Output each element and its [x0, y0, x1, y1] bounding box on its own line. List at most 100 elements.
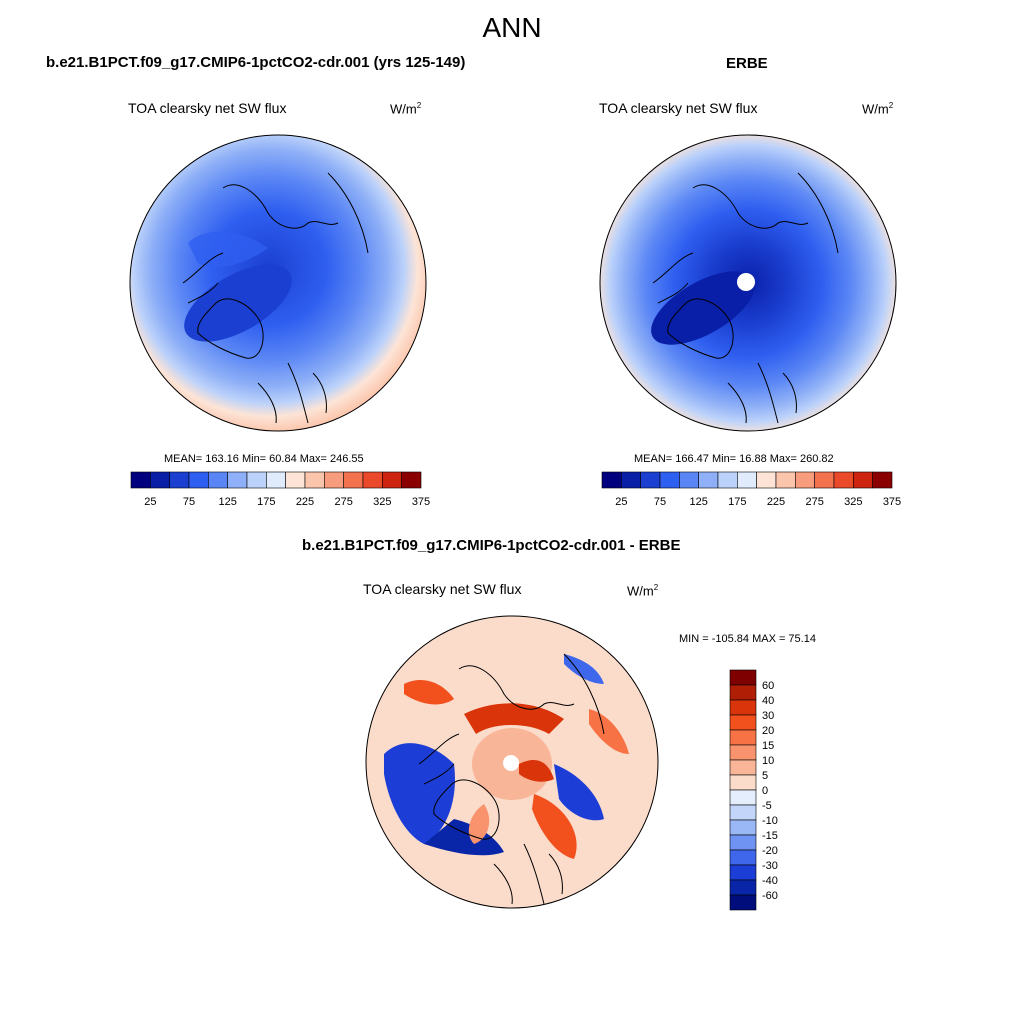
model-colorbar: 25 75 125 175 225 275 325 375 [130, 471, 430, 508]
obs-polar-map [599, 134, 897, 432]
colorbar-tick-label: 40 [762, 695, 774, 707]
colorbar-swatch [601, 471, 622, 489]
colorbar-swatch [382, 471, 402, 489]
colorbar-tick-label: 0 [762, 785, 768, 797]
colorbar-tick-label: 375 [883, 496, 901, 508]
obs-case-title: ERBE [726, 55, 768, 72]
diff-stats: MIN = -105.84 MAX = 75.14 [679, 633, 816, 645]
colorbar-swatch [169, 471, 190, 489]
colorbar-swatch [188, 471, 209, 489]
diff-units-label: W/m2 [627, 583, 659, 599]
colorbar-swatch [698, 471, 719, 489]
colorbar-tick-label: 275 [805, 496, 823, 508]
colorbar-swatch [679, 471, 699, 489]
colorbar-swatch [729, 699, 757, 716]
colorbar-swatch [640, 471, 661, 489]
colorbar-tick-label: 175 [257, 496, 275, 508]
colorbar-tick-label: 225 [767, 496, 785, 508]
model-variable-label: TOA clearsky net SW flux [128, 100, 287, 116]
colorbar-tick-label: 20 [762, 725, 774, 737]
colorbar-swatch [729, 879, 757, 896]
colorbar-tick-label: 75 [654, 496, 666, 508]
pole-hole [737, 273, 755, 291]
colorbar-tick-label: 5 [762, 770, 768, 782]
model-units-label: W/m2 [390, 101, 422, 117]
model-polar-map [129, 134, 427, 432]
colorbar-swatch [729, 729, 757, 746]
colorbar-swatch [130, 471, 151, 489]
colorbar-swatch [872, 471, 893, 489]
obs-colorbar: 25 75 125 175 225 275 325 375 [601, 471, 901, 508]
map-boundary [129, 134, 427, 432]
model-stats: MEAN= 163.16 Min= 60.84 Max= 246.55 [164, 453, 364, 465]
colorbar-swatch [659, 471, 680, 489]
colorbar-tick-label: 25 [615, 496, 627, 508]
colorbar-tick-label: -60 [762, 890, 778, 902]
greenland-low-flux [184, 264, 292, 342]
pole-hole [503, 755, 519, 771]
colorbar-swatch [227, 471, 248, 489]
diff-polar-map [365, 615, 659, 909]
colorbar-tick-label: 175 [728, 496, 746, 508]
colorbar-swatch [343, 471, 364, 489]
colorbar-swatch [729, 774, 757, 791]
coastlines [182, 172, 369, 424]
colorbar-swatch [729, 789, 757, 806]
colorbar-swatch [833, 471, 854, 489]
colorbar-swatch [775, 471, 796, 489]
map-boundary [365, 615, 659, 909]
colorbar-swatch [729, 669, 757, 686]
colorbar-tick-label: 225 [296, 496, 314, 508]
colorbar-swatch [853, 471, 873, 489]
colorbar-tick-label: 125 [689, 496, 707, 508]
diff-colorbar: 60 40 30 20 15 10 5 0 -5 -10 -15 -20 -30 -40 -60 [729, 669, 778, 911]
colorbar-swatch [729, 744, 757, 761]
colorbar-swatch [729, 864, 757, 881]
colorbar-swatch [401, 471, 422, 489]
colorbar-swatch [150, 471, 170, 489]
colorbar-tick-label: 25 [144, 496, 156, 508]
obs-variable-label: TOA clearsky net SW flux [599, 100, 758, 116]
colorbar-swatch [737, 471, 757, 489]
colorbar-tick-label: 75 [183, 496, 195, 508]
colorbar-tick-label: 325 [844, 496, 862, 508]
coastlines [418, 653, 605, 905]
colorbar-swatch [729, 849, 757, 866]
colorbar-tick-label: 375 [412, 496, 430, 508]
colorbar-tick-label: -5 [762, 800, 772, 812]
colorbar-swatch [729, 759, 757, 776]
obs-units-label: W/m2 [862, 101, 894, 117]
obs-stats: MEAN= 166.47 Min= 16.88 Max= 260.82 [634, 453, 834, 465]
colorbar-swatch [304, 471, 325, 489]
colorbar-swatch [729, 684, 757, 701]
colorbar-tick-label: -10 [762, 815, 778, 827]
colorbar-swatch [246, 471, 267, 489]
colorbar-tick-label: 60 [762, 680, 774, 692]
colorbar-swatch [266, 471, 286, 489]
colorbar-swatch [621, 471, 641, 489]
model-case-title: b.e21.B1PCT.f09_g17.CMIP6-1pctCO2-cdr.00… [46, 54, 466, 71]
colorbar-tick-label: 10 [762, 755, 774, 767]
colorbar-swatch [729, 819, 757, 836]
colorbar-tick-label: 30 [762, 710, 774, 722]
colorbar-swatch [717, 471, 738, 489]
colorbar-swatch [814, 471, 835, 489]
colorbar-tick-label: 125 [218, 496, 236, 508]
map-boundary [599, 134, 897, 432]
colorbar-tick-label: -20 [762, 845, 778, 857]
colorbar-swatch [729, 894, 757, 911]
colorbar-tick-label: 15 [762, 740, 774, 752]
colorbar-swatch [729, 834, 757, 851]
colorbar-swatch [208, 471, 228, 489]
colorbar-tick-label: -40 [762, 875, 778, 887]
coastlines [652, 172, 839, 424]
difference-title: b.e21.B1PCT.f09_g17.CMIP6-1pctCO2-cdr.00… [302, 537, 681, 554]
diff-variable-label: TOA clearsky net SW flux [363, 581, 522, 597]
colorbar-swatch [324, 471, 344, 489]
colorbar-tick-label: 275 [334, 496, 352, 508]
colorbar-swatch [729, 714, 757, 731]
colorbar-swatch [285, 471, 306, 489]
colorbar-swatch [795, 471, 815, 489]
colorbar-tick-label: -30 [762, 860, 778, 872]
colorbar-tick-label: -15 [762, 830, 778, 842]
